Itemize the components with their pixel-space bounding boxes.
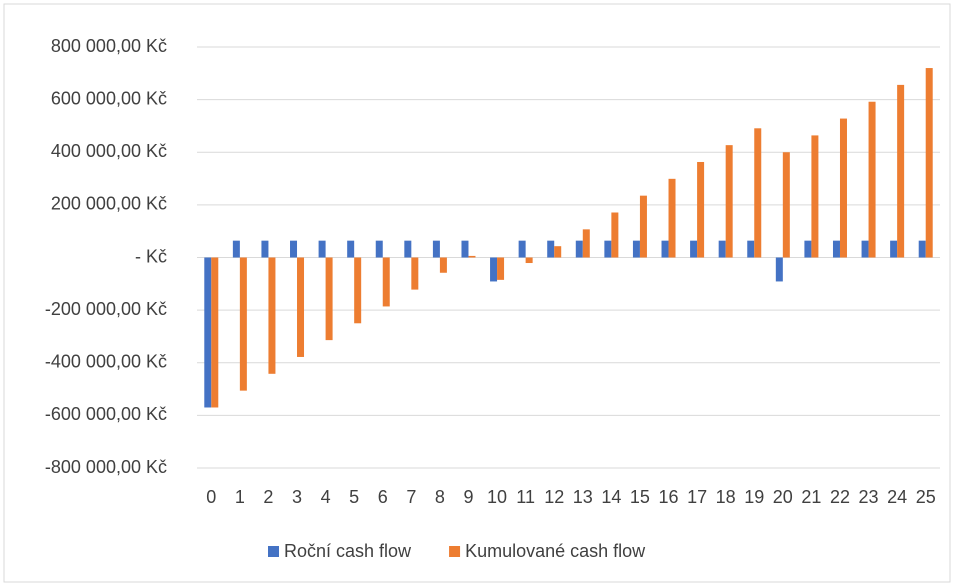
bar [690, 240, 698, 258]
bar [439, 257, 447, 273]
x-tick-label: 17 [687, 487, 707, 507]
x-tick-label: 20 [773, 487, 793, 507]
x-tick-label: 10 [487, 487, 507, 507]
bar [639, 195, 647, 258]
bar [747, 240, 755, 258]
x-tick-label: 15 [630, 487, 650, 507]
bar [490, 257, 498, 282]
bar [547, 240, 555, 258]
bar [347, 240, 355, 258]
x-tick-label: 25 [916, 487, 936, 507]
bar [668, 178, 676, 258]
bar [204, 257, 212, 408]
bar [832, 240, 840, 258]
bar [297, 257, 305, 357]
x-tick-label: 23 [859, 487, 879, 507]
x-tick-label: 14 [601, 487, 621, 507]
x-tick-label: 8 [435, 487, 445, 507]
y-tick-label: -200 000,00 Kč [45, 299, 167, 319]
bar [211, 257, 219, 408]
bar [811, 135, 819, 258]
bar [804, 240, 812, 258]
bar [382, 257, 390, 307]
bar [725, 145, 733, 258]
legend-swatch [449, 546, 461, 557]
bar [754, 128, 762, 258]
legend-swatch [268, 546, 279, 557]
x-tick-label: 0 [206, 487, 216, 507]
x-tick-label: 24 [887, 487, 907, 507]
y-tick-label: - Kč [135, 246, 167, 266]
y-tick-label: 800 000,00 Kč [51, 36, 167, 56]
x-tick-label: 1 [235, 487, 245, 507]
bar [861, 240, 869, 258]
x-tick-label: 19 [744, 487, 764, 507]
y-tick-label: 400 000,00 Kč [51, 141, 167, 161]
bar [897, 84, 905, 258]
bar [575, 240, 583, 258]
bar [468, 255, 476, 258]
bar [839, 118, 847, 258]
bar [461, 240, 469, 258]
x-tick-label: 16 [659, 487, 679, 507]
bar [268, 257, 276, 374]
y-tick-label: 200 000,00 Kč [51, 194, 167, 214]
bar [432, 240, 440, 258]
legend-label: Roční cash flow [284, 541, 412, 561]
x-tick-label: 3 [292, 487, 302, 507]
x-tick-label: 2 [263, 487, 273, 507]
bar [868, 101, 876, 258]
x-tick-label: 5 [349, 487, 359, 507]
bar [518, 240, 526, 258]
bar [925, 68, 933, 258]
bar [404, 240, 412, 258]
y-tick-label: 600 000,00 Kč [51, 88, 167, 108]
bar [632, 240, 640, 258]
bar [582, 229, 590, 258]
bar [232, 240, 240, 258]
x-tick-label: 6 [378, 487, 388, 507]
x-tick-label: 22 [830, 487, 850, 507]
bar [261, 240, 269, 258]
bar [411, 257, 419, 290]
bar [354, 257, 362, 324]
bar [497, 257, 505, 280]
bar [604, 240, 612, 258]
x-tick-label: 21 [801, 487, 821, 507]
x-tick-label: 12 [544, 487, 564, 507]
bar [290, 240, 298, 258]
bar [718, 240, 726, 258]
chart-frame [3, 3, 951, 583]
bar [782, 152, 790, 258]
x-tick-label: 4 [321, 487, 331, 507]
x-tick-label: 9 [463, 487, 473, 507]
bar [239, 257, 247, 391]
bar [697, 161, 705, 258]
bar [318, 240, 326, 258]
bar [918, 240, 926, 258]
legend-label: Kumulované cash flow [465, 541, 646, 561]
bar [775, 257, 783, 282]
bar [554, 246, 562, 258]
y-tick-label: -400 000,00 Kč [45, 352, 167, 372]
bar [611, 212, 619, 258]
y-tick-label: -600 000,00 Kč [45, 404, 167, 424]
y-tick-label: -800 000,00 Kč [45, 457, 167, 477]
x-tick-label: 13 [573, 487, 593, 507]
bar [890, 240, 898, 258]
bar [325, 257, 333, 341]
bar [375, 240, 383, 258]
bar [661, 240, 669, 258]
bar [525, 257, 533, 264]
x-tick-label: 11 [516, 487, 535, 507]
x-tick-label: 7 [406, 487, 416, 507]
x-tick-label: 18 [716, 487, 736, 507]
